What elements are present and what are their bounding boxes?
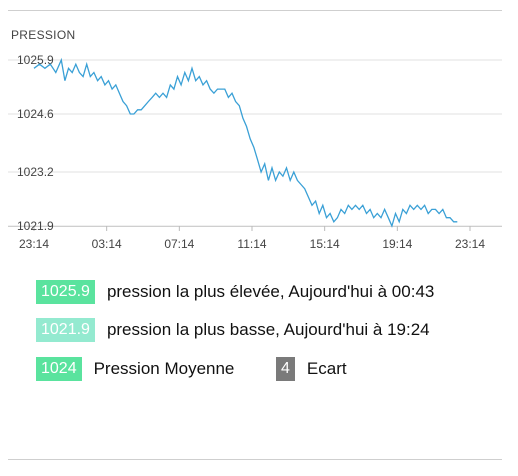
x-tick-label: 23:14 (19, 237, 49, 251)
y-tick-label: 1021.9 (17, 219, 54, 233)
pressure-range-badge: 4 (276, 357, 295, 381)
highest-pressure-badge: 1025.9 (36, 280, 95, 304)
pressure-series-line (33, 57, 458, 228)
average-pressure-row: 1024 Pression Moyenne (36, 356, 234, 382)
average-pressure-label: Pression Moyenne (93, 359, 235, 378)
bottom-divider (8, 459, 502, 460)
y-tick-label: 1024.6 (17, 107, 54, 121)
y-tick-label: 1025.9 (17, 53, 54, 67)
y-tick-label: 1023.2 (17, 165, 54, 179)
x-tick-label: 23:14 (455, 237, 485, 251)
average-pressure-badge: 1024 (36, 357, 82, 381)
lowest-pressure-label: pression la plus basse, Aujourd'hui à 19… (106, 320, 430, 339)
pressure-range-row: 4 Ecart (276, 356, 347, 382)
lowest-pressure-badge: 1021.9 (36, 318, 95, 342)
x-tick-label: 07:14 (164, 237, 194, 251)
x-tick-label: 03:14 (92, 237, 122, 251)
x-tick-label: 11:14 (237, 237, 266, 251)
pressure-chart: 1021.9 1023.2 1024.6 1025.9 23:14 03:14 07:14 1… (8, 53, 502, 251)
highest-pressure-row: 1025.9 pression la plus élevée, Aujourd'… (36, 279, 434, 305)
highest-pressure-label: pression la plus élevée, Aujourd'hui à 0… (106, 282, 435, 301)
chart-title: PRESSION (11, 28, 76, 42)
pressure-range-label: Ecart (306, 359, 347, 378)
x-tick-label: 19:14 (382, 237, 412, 251)
top-divider (8, 10, 502, 11)
x-tick-label: 15:14 (310, 237, 340, 251)
lowest-pressure-row: 1021.9 pression la plus basse, Aujourd'h… (36, 317, 430, 343)
